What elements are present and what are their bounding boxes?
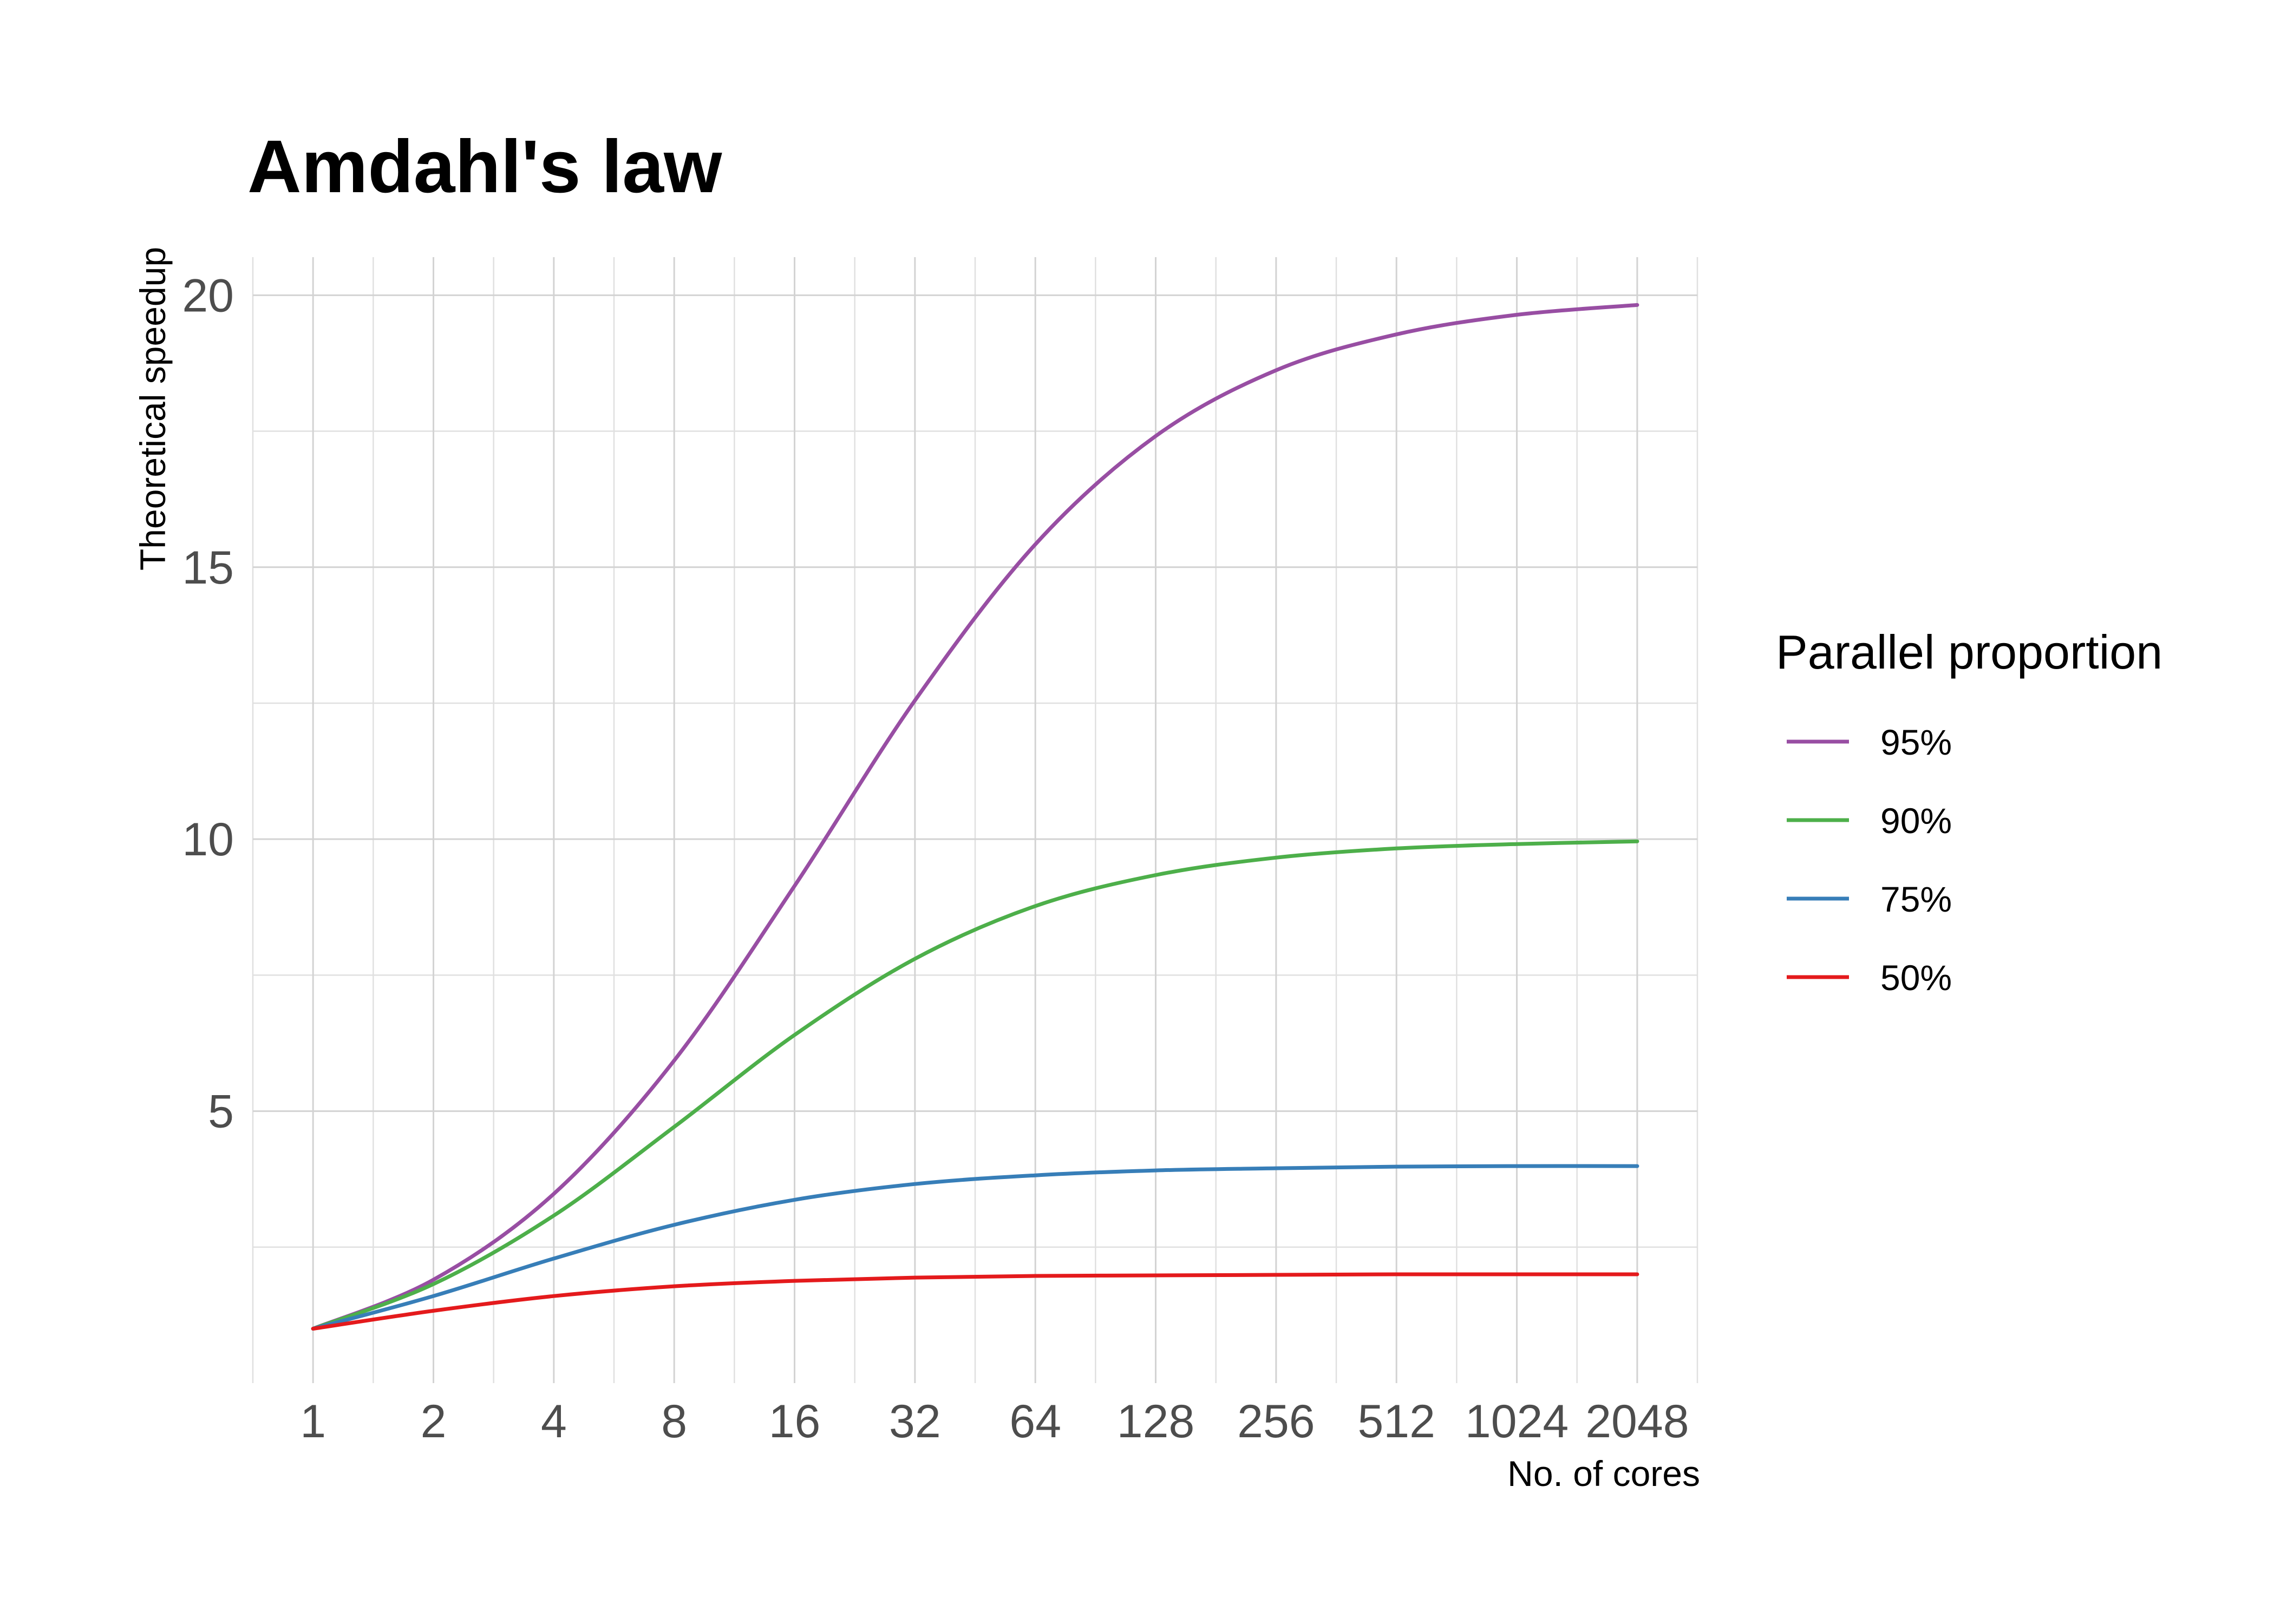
x-tick-label: 8	[661, 1396, 687, 1448]
legend-label: 75%	[1880, 879, 1952, 919]
series-line-75pct	[311, 1164, 1639, 1331]
legend-label: 90%	[1880, 801, 1952, 841]
series-line-90pct	[311, 839, 1639, 1331]
series-layer	[311, 303, 1639, 1331]
series-line-95pct	[311, 303, 1639, 1331]
series-line-50pct	[311, 1272, 1639, 1331]
x-tick-label: 2	[421, 1396, 447, 1448]
x-tick-label: 2048	[1585, 1396, 1689, 1448]
legend-label: 95%	[1880, 722, 1952, 762]
y-tick-labels: 5 10 15 20	[182, 270, 234, 1137]
x-tick-label: 4	[541, 1396, 567, 1448]
y-tick-label: 10	[182, 814, 234, 866]
legend-items: 95% 90% 75% 50%	[1787, 722, 1952, 998]
y-axis-label: Theoretical speedup	[133, 247, 173, 571]
x-tick-labels: 1 2 4 8 16 32 64 128 256 512 1024 2048	[300, 1396, 1689, 1448]
x-tick-label: 256	[1237, 1396, 1315, 1448]
y-tick-label: 15	[182, 542, 234, 594]
grid	[252, 257, 1698, 1383]
x-tick-label: 1024	[1465, 1396, 1569, 1448]
y-tick-label: 5	[208, 1086, 234, 1138]
x-tick-label: 512	[1357, 1396, 1435, 1448]
legend-title: Parallel proportion	[1776, 625, 2162, 679]
x-axis-label: No. of cores	[1507, 1453, 1700, 1494]
y-tick-label: 20	[182, 270, 234, 322]
x-tick-label: 64	[1009, 1396, 1061, 1448]
legend-label: 50%	[1880, 958, 1952, 998]
x-tick-label: 16	[769, 1396, 821, 1448]
x-tick-label: 128	[1117, 1396, 1195, 1448]
x-tick-label: 32	[889, 1396, 941, 1448]
chart-title: Amdahl's law	[247, 125, 722, 208]
x-tick-label: 1	[300, 1396, 326, 1448]
legend: Parallel proportion 95% 90% 75% 50%	[1776, 625, 2162, 998]
